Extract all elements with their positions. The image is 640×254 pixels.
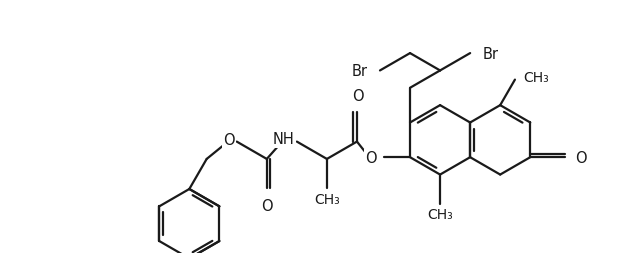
Text: O: O (365, 150, 377, 165)
Text: O: O (261, 198, 273, 213)
Text: CH₃: CH₃ (314, 192, 340, 206)
Text: Br: Br (352, 64, 368, 79)
Text: NH: NH (273, 132, 295, 147)
Text: O: O (575, 150, 587, 165)
Text: CH₃: CH₃ (428, 208, 453, 221)
Text: O: O (353, 88, 364, 103)
Text: O: O (223, 133, 235, 148)
Text: Br: Br (482, 46, 498, 61)
Text: CH₃: CH₃ (523, 71, 548, 85)
